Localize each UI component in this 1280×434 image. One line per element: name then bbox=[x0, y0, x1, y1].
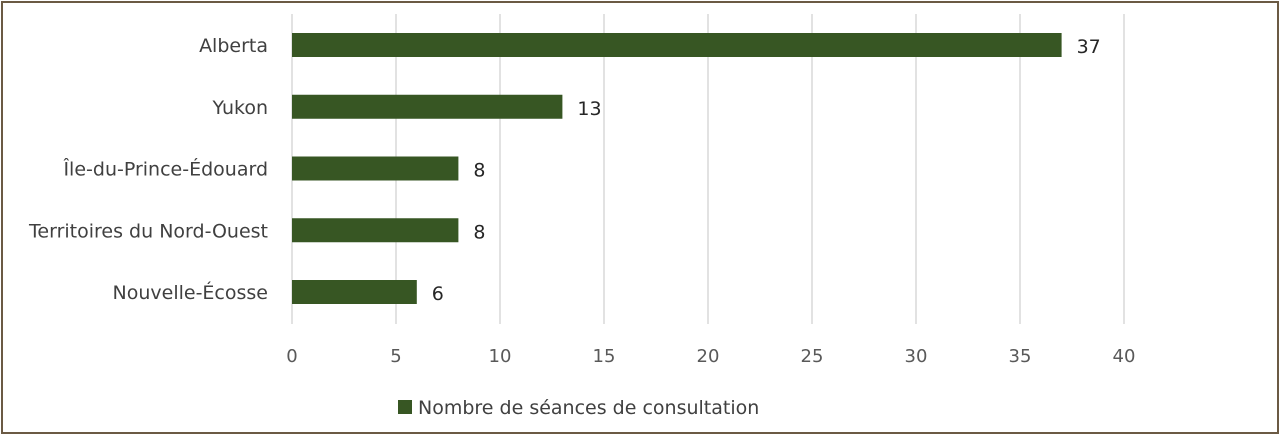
legend-label: Nombre de séances de consultation bbox=[418, 397, 759, 419]
x-tick-label: 35 bbox=[1009, 346, 1032, 367]
x-tick-label: 30 bbox=[905, 346, 928, 367]
x-tick-label: 10 bbox=[489, 346, 512, 367]
data-labels: 37 13 8 8 6 bbox=[432, 36, 1101, 305]
data-label: 37 bbox=[1077, 36, 1101, 58]
legend-swatch bbox=[398, 400, 412, 414]
category-label: Île-du-Prince-Édouard bbox=[62, 158, 268, 181]
bar bbox=[292, 280, 417, 304]
data-label: 6 bbox=[432, 283, 444, 305]
x-tick-label: 40 bbox=[1113, 346, 1136, 367]
bar bbox=[292, 218, 459, 243]
x-tick-label: 25 bbox=[801, 346, 824, 367]
x-tick-label: 5 bbox=[390, 346, 401, 367]
data-label: 8 bbox=[473, 160, 485, 182]
gridlines bbox=[291, 14, 1125, 324]
x-tick-label: 0 bbox=[286, 346, 297, 367]
category-label: Nouvelle-Écosse bbox=[113, 281, 268, 304]
data-label: 8 bbox=[473, 221, 485, 243]
category-label: Alberta bbox=[199, 35, 268, 57]
x-tick-label: 20 bbox=[697, 346, 720, 367]
category-labels: Alberta Yukon Île-du-Prince-Édouard Territo… bbox=[28, 35, 268, 304]
category-label: Territoires du Nord-Ouest bbox=[28, 220, 268, 242]
x-tick-labels: 0 5 10 15 20 25 30 35 40 bbox=[286, 346, 1135, 367]
bars bbox=[292, 33, 1062, 304]
data-label: 13 bbox=[577, 98, 601, 120]
legend: Nombre de séances de consultation bbox=[398, 397, 759, 419]
bar bbox=[292, 94, 563, 119]
x-tick-label: 15 bbox=[593, 346, 616, 367]
bar bbox=[292, 156, 459, 181]
category-label: Yukon bbox=[212, 97, 268, 119]
bar bbox=[292, 33, 1062, 57]
